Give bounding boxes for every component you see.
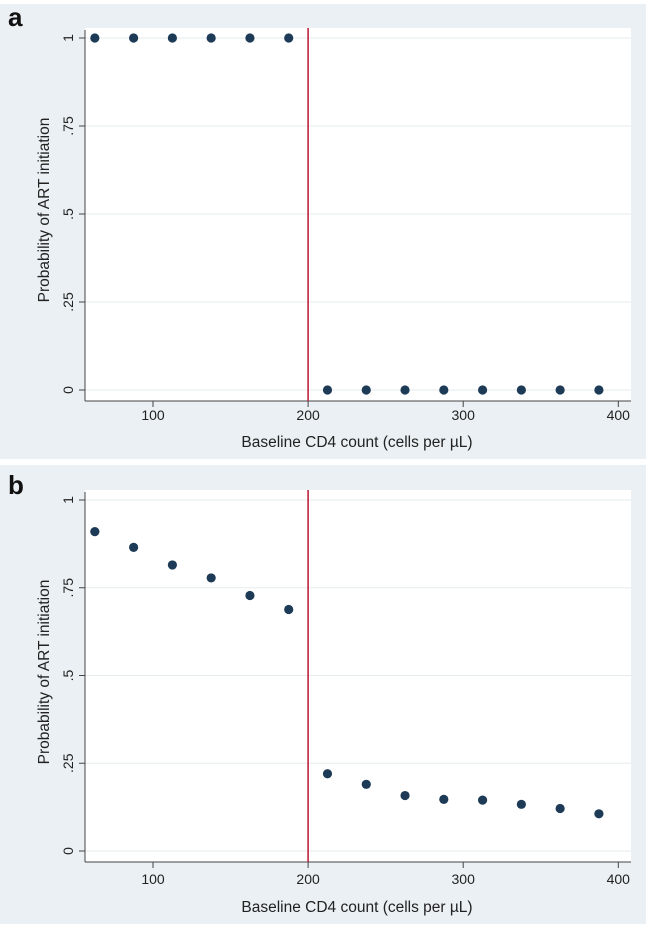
panel-b: b 0 .25 .5 .75 1 100 200 300 400 Baseline CD4 co… bbox=[0, 465, 646, 924]
panel-a-point-12 bbox=[555, 385, 565, 395]
panel-b-x-tick-label-3: 400 bbox=[607, 871, 631, 887]
panel-b-point-2 bbox=[167, 560, 177, 570]
panel-a: a 0 .25 .5 .75 1 100 200 300 400 Baseline CD4 co… bbox=[0, 2, 646, 459]
panel-b-point-5 bbox=[284, 604, 294, 615]
panel-b-y-tick-label-4: 1 bbox=[60, 496, 76, 504]
panel-a-point-2 bbox=[167, 33, 177, 43]
panel-b-y-tick-label-2: .5 bbox=[60, 669, 76, 681]
panel-a-y-tick-label-2: .5 bbox=[60, 208, 76, 220]
panel-a-x-tick-label-2: 300 bbox=[452, 407, 476, 423]
panel-a-point-0 bbox=[90, 33, 100, 43]
panel-a-point-9 bbox=[439, 385, 449, 395]
panel-a-y-tick-label-0: 0 bbox=[60, 386, 76, 394]
panel-a-y-axis-label: Probability of ART initiation bbox=[36, 118, 53, 303]
panel-b-point-6 bbox=[322, 769, 333, 779]
panel-b-point-7 bbox=[361, 779, 371, 789]
panel-b-point-10 bbox=[477, 795, 488, 805]
panel-b-letter: b bbox=[8, 470, 24, 500]
panel-b-x-tick-label-0: 100 bbox=[141, 871, 165, 887]
panel-a-point-3 bbox=[206, 33, 216, 43]
panel-b-point-1 bbox=[129, 542, 139, 552]
panel-a-letter: a bbox=[8, 2, 23, 32]
panel-a-point-6 bbox=[322, 385, 333, 395]
panel-a-point-11 bbox=[516, 385, 526, 395]
panel-b-y-tick-label-0: 0 bbox=[60, 847, 76, 855]
panel-a-y-tick-label-4: 1 bbox=[60, 34, 76, 42]
panel-b-point-3 bbox=[206, 573, 216, 583]
panel-a-point-1 bbox=[129, 33, 139, 43]
panel-a-point-5 bbox=[284, 33, 294, 43]
panel-a-plot-area: 0 .25 .5 .75 1 100 200 300 400 bbox=[60, 28, 631, 423]
panel-a-x-axis-label: Baseline CD4 count (cells per µL) bbox=[241, 434, 472, 451]
panel-b-y-tick-label-3: .75 bbox=[60, 578, 76, 598]
panel-b-y-tick-label-1: .25 bbox=[60, 753, 76, 773]
panel-b-point-4 bbox=[245, 590, 255, 601]
panel-b-x-tick-label-1: 200 bbox=[296, 871, 320, 887]
panel-b-point-13 bbox=[594, 809, 604, 819]
panel-b-point-9 bbox=[439, 794, 449, 805]
panel-a-x-tick-label-1: 200 bbox=[296, 407, 320, 423]
panel-b-x-tick-label-2: 300 bbox=[452, 871, 476, 887]
panel-a-point-8 bbox=[400, 385, 410, 395]
panel-a-point-4 bbox=[245, 33, 255, 43]
panel-a-point-10 bbox=[477, 385, 488, 395]
panel-a-point-7 bbox=[361, 385, 371, 395]
panel-a-x-tick-label-0: 100 bbox=[141, 407, 165, 423]
panel-b-point-12 bbox=[555, 803, 565, 814]
panel-b-point-0 bbox=[90, 526, 100, 537]
panel-b-y-axis-label: Probability of ART initiation bbox=[36, 580, 53, 765]
panel-b-point-8 bbox=[400, 790, 410, 801]
panel-a-y-tick-label-1: .25 bbox=[60, 292, 76, 312]
panel-b-point-11 bbox=[516, 799, 526, 809]
panel-b-plot-area: 0 .25 .5 .75 1 100 200 300 400 bbox=[60, 490, 631, 887]
panel-a-y-tick-label-3: .75 bbox=[60, 116, 76, 136]
panel-b-x-axis-label: Baseline CD4 count (cells per µL) bbox=[241, 899, 472, 916]
panel-a-x-tick-label-3: 400 bbox=[607, 407, 631, 423]
panel-a-point-13 bbox=[594, 385, 604, 395]
